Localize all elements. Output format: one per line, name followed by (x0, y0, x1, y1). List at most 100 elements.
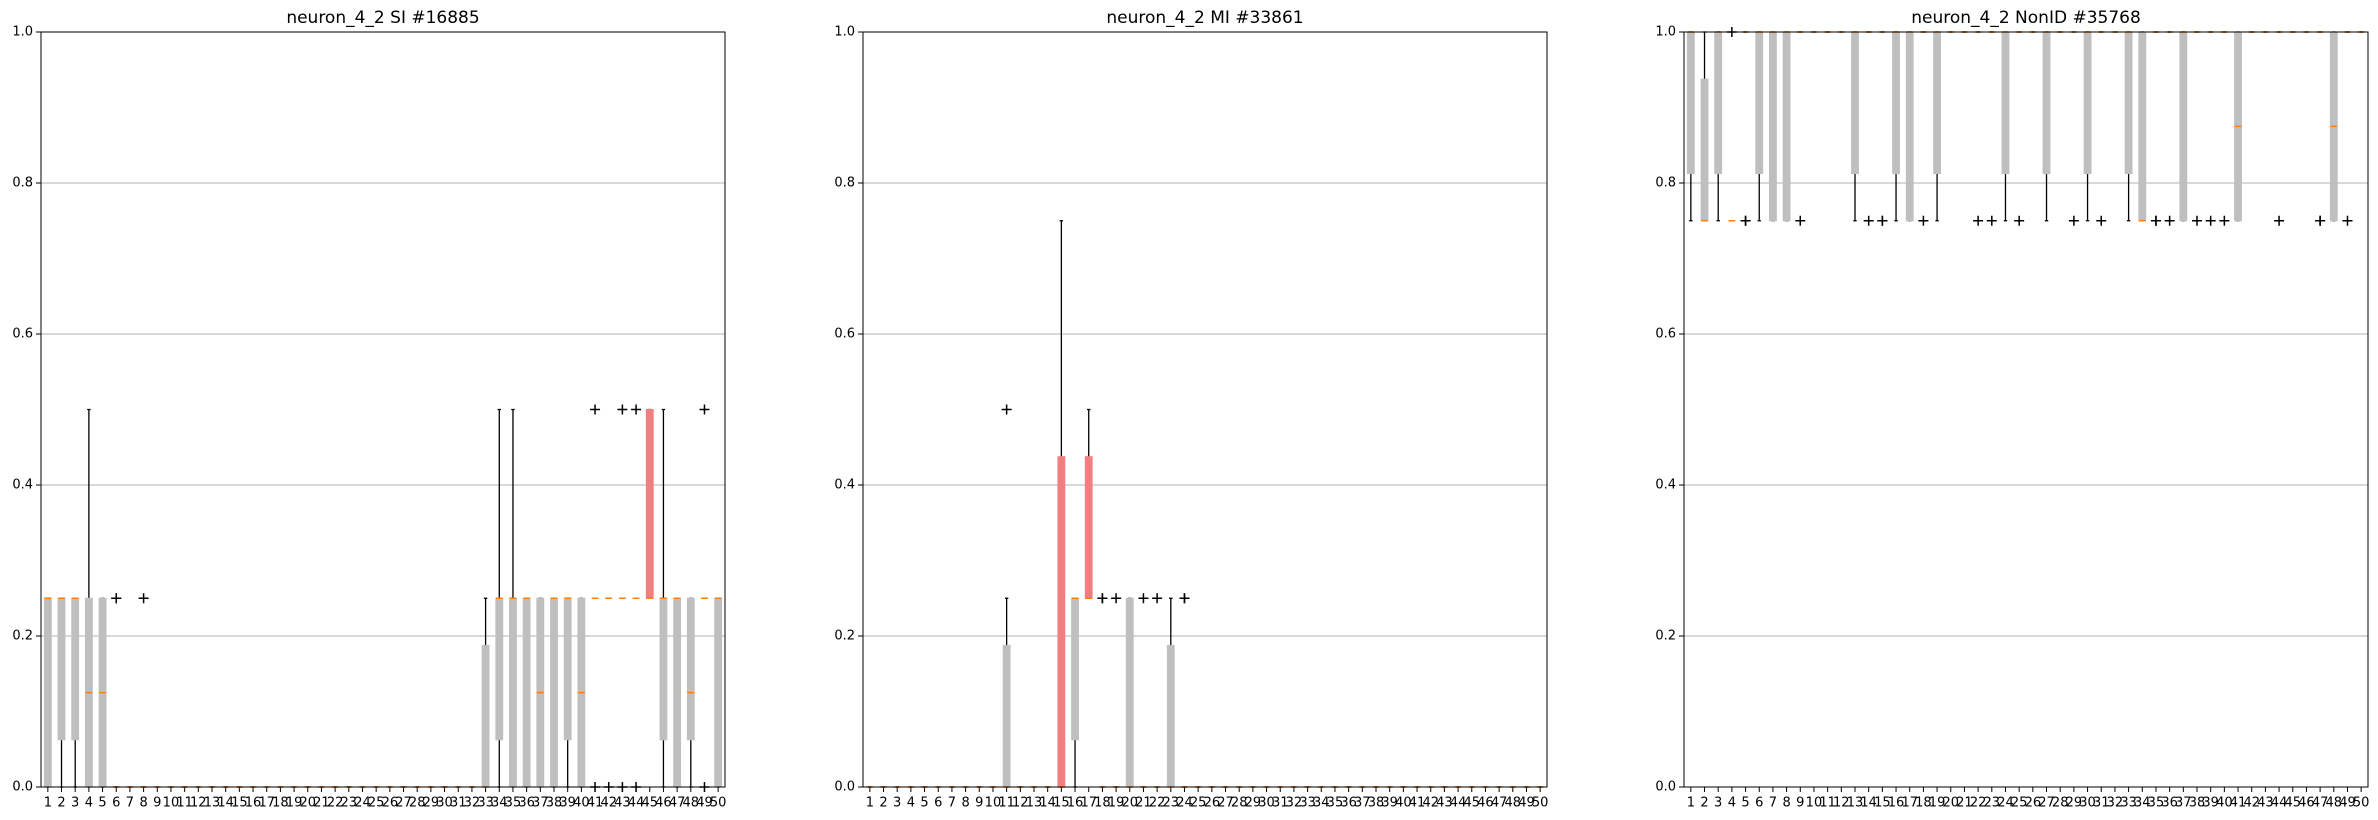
x-tick-label: 4 (1728, 796, 1736, 811)
x-tick-label: 40 (1395, 796, 1412, 811)
x-tick-label: 26 (2025, 796, 2042, 811)
x-tick-label: 47 (1491, 796, 1508, 811)
box (563, 597, 572, 788)
box (631, 404, 642, 792)
box-body (481, 644, 490, 788)
box (1097, 593, 1108, 788)
x-tick-label: 7 (126, 796, 134, 811)
flier (1740, 215, 1751, 226)
x-tick-label: 29 (2066, 796, 2083, 811)
x-tick-label: 33 (2120, 796, 2137, 811)
x-tick-label: 32 (2107, 796, 2124, 811)
x-tick-label: 38 (546, 796, 563, 811)
x-tick-label: 34 (2134, 796, 2151, 811)
box (2068, 31, 2079, 226)
x-tick-label: 34 (1313, 796, 1330, 811)
box (2001, 31, 2010, 222)
box-body (509, 597, 517, 788)
box (2096, 31, 2107, 226)
x-tick-label: 46 (1477, 796, 1494, 811)
x-tick-label: 12 (1012, 796, 1029, 811)
axes-frame (40, 31, 726, 788)
box-body (71, 597, 80, 741)
box (1700, 31, 1709, 222)
x-tick-label: 21 (1956, 796, 1973, 811)
box (2164, 31, 2175, 226)
box (603, 597, 614, 792)
flier (2164, 215, 2175, 226)
box-body (1782, 31, 1791, 222)
x-tick-label: 24 (1997, 796, 2014, 811)
box (1138, 593, 1149, 788)
x-tick-label: 48 (683, 796, 700, 811)
y-tick-label: 0.0 (1655, 780, 1676, 795)
box (1166, 597, 1175, 788)
box (1071, 597, 1079, 788)
x-tick-label: 50 (710, 796, 727, 811)
x-tick-label: 32 (1286, 796, 1303, 811)
x-tick-label: 18 (1094, 796, 1111, 811)
box-body (495, 597, 504, 741)
box-body (522, 597, 531, 788)
x-tick-label: 10 (163, 796, 180, 811)
box-body (1002, 644, 1011, 788)
x-tick-label: 6 (112, 796, 120, 811)
y-tick-label: 0.8 (1655, 176, 1676, 191)
x-tick-label: 4 (907, 796, 915, 811)
box (1877, 31, 1888, 226)
box (111, 593, 122, 788)
x-tick-label: 28 (409, 796, 426, 811)
x-tick-label: 35 (2148, 796, 2165, 811)
x-tick-label: 9 (153, 796, 161, 811)
x-tick-label: 42 (600, 796, 617, 811)
x-tick-label: 28 (1231, 796, 1248, 811)
flier (631, 404, 642, 415)
x-tick-label: 14 (217, 796, 234, 811)
box (699, 404, 710, 792)
flier (138, 593, 149, 604)
box-body (1084, 456, 1093, 599)
box (1986, 31, 1997, 226)
x-tick-label: 42 (2243, 796, 2260, 811)
box-body (57, 597, 66, 741)
flier (111, 593, 122, 604)
x-tick-label: 43 (1436, 796, 1453, 811)
box (1755, 31, 1764, 222)
y-tick-label: 1.0 (834, 25, 855, 40)
box (577, 597, 586, 788)
x-tick-label: 34 (491, 796, 508, 811)
x-tick-label: 25 (2011, 796, 2028, 811)
x-tick-label: 36 (1340, 796, 1357, 811)
box (481, 597, 490, 788)
flier (2192, 215, 2202, 226)
y-tick-label: 0.4 (12, 478, 33, 493)
x-tick-label: 20 (299, 796, 316, 811)
box-body (1125, 597, 1134, 788)
box (2014, 31, 2025, 226)
y-tick-label: 0.4 (1655, 478, 1676, 493)
box (495, 408, 504, 788)
chart-title: neuron_4_2 NonID #35768 (1911, 8, 2141, 28)
box (1918, 31, 1929, 226)
x-tick-label: 50 (1532, 796, 1549, 811)
box (1795, 31, 1806, 226)
x-tick-label: 16 (1888, 796, 1905, 811)
box (1851, 31, 1859, 222)
x-tick-label: 29 (423, 796, 440, 811)
x-tick-label: 4 (85, 796, 93, 811)
x-tick-label: 30 (2079, 796, 2096, 811)
flier (1877, 215, 1888, 226)
flier (1001, 404, 1012, 415)
box (1726, 27, 1737, 222)
x-tick-label: 36 (2161, 796, 2178, 811)
flier (1973, 215, 1984, 226)
flier (2219, 215, 2230, 226)
flier (2096, 215, 2107, 226)
box (550, 597, 558, 788)
x-tick-label: 43 (614, 796, 631, 811)
box-body (1933, 31, 1942, 175)
x-tick-label: 25 (368, 796, 385, 811)
box-body (714, 597, 723, 788)
x-tick-label: 19 (1929, 796, 1946, 811)
